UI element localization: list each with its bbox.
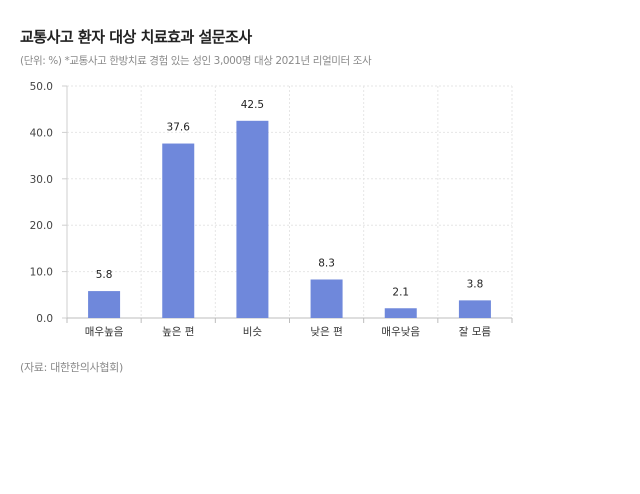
bars (88, 120, 491, 318)
y-tick-label: 20.0 (30, 220, 53, 232)
x-category-label: 잘 모름 (459, 326, 492, 338)
data-label: 5.8 (96, 269, 113, 281)
data-label: 42.5 (241, 99, 264, 111)
axes (62, 85, 513, 323)
x-category-label: 매우높음 (85, 326, 124, 338)
y-tick-label: 40.0 (30, 127, 53, 139)
data-label: 2.1 (392, 286, 409, 298)
x-category-label: 비슷 (243, 326, 263, 338)
chart-subtitle: (단위: %) *교통사고 한방치료 경험 있는 성인 3,000명 대상 20… (20, 55, 372, 67)
bar (162, 143, 195, 318)
x-category-label: 낮은 편 (310, 325, 342, 338)
data-label: 8.3 (318, 257, 335, 269)
bar (384, 308, 417, 318)
y-tick-label: 0.0 (36, 313, 53, 325)
x-category-label: 매우낮음 (381, 326, 420, 338)
grid-lines (67, 85, 513, 318)
bar (236, 120, 269, 318)
bar (88, 291, 121, 318)
data-label: 37.6 (167, 122, 191, 134)
data-label: 3.8 (467, 278, 484, 290)
y-tick-label: 50.0 (30, 81, 53, 93)
y-tick-label: 10.0 (30, 267, 53, 279)
bar (310, 279, 343, 318)
labels: 0.0 10.0 20.0 30.0 40.0 50.0 5.8 매우높음 37.6 높은 편 42… (30, 81, 492, 338)
bar (458, 300, 491, 318)
source-note: (자료: 대한한의사협회) (20, 361, 123, 374)
x-category-label: 높은 편 (162, 325, 194, 338)
chart-title: 교통사고 환자 대상 치료효과 설문조사 (20, 28, 252, 46)
y-tick-label: 30.0 (30, 174, 53, 186)
